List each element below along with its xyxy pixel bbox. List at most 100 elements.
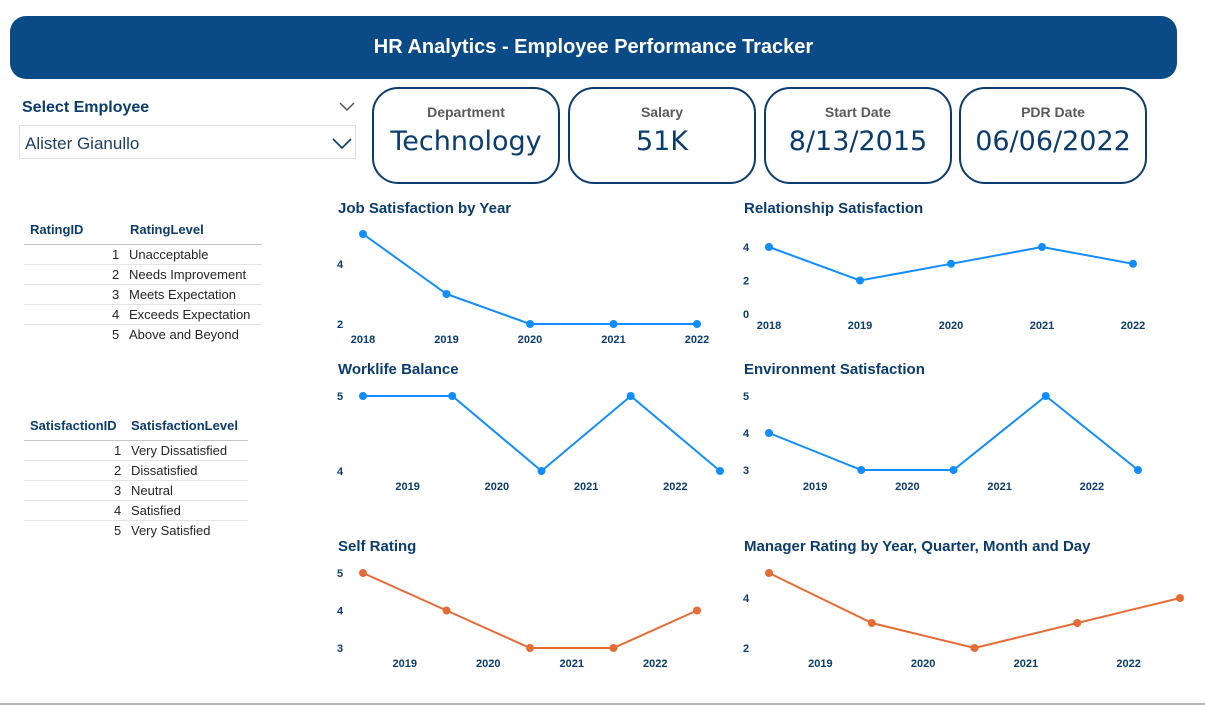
env-data-point [857,466,866,474]
rel-x-tick-label: 2018 [757,320,781,332]
self-data-point [526,644,534,652]
table-header: RatingID RatingLevel [24,222,262,245]
self-rating-chart-title: Self Rating [338,538,417,555]
self-y-tick-label: 4 [337,606,344,618]
self-data-point [359,569,367,577]
job-data-point [442,290,451,298]
satisfaction-table: SatisfactionID SatisfactionLevel 1 Very … [24,418,248,540]
mgr-data-point [970,644,979,652]
rating-level: Needs Improvement [129,267,247,282]
card-value: Technology [390,126,542,157]
job-y-tick-label: 2 [337,319,343,331]
card-label: PDR Date [1021,104,1085,120]
env-y-tick-label: 4 [743,428,750,440]
self-y-tick-label: 3 [337,643,343,655]
wlb-data-point [626,392,635,400]
satisfaction-level: Satisfied [131,503,181,518]
satisfaction-id: 5 [114,523,122,538]
satisfaction-id: 1 [114,443,122,458]
env-data-point [1041,392,1050,400]
self-series-line [362,572,698,649]
wlb-x-tick-label: 2022 [663,481,687,493]
rating-table: RatingID RatingLevel 1 Unacceptable 2 Ne… [24,222,262,344]
rating-id: 1 [112,247,120,262]
table-row[interactable]: 5 Above and Beyond [24,325,262,344]
wlb-series-line [363,394,721,473]
job-x-tick-label: 2019 [434,334,458,346]
job-data-point [359,230,367,238]
table-row[interactable]: 2 Dissatisfied [24,461,248,481]
page-title: HR Analytics - Employee Performance Trac… [373,36,814,58]
column-header: RatingID [30,222,84,237]
self-x-tick-label: 2021 [560,658,584,670]
rel-x-tick-label: 2021 [1030,320,1054,332]
table-row[interactable]: 1 Very Dissatisfied [24,441,248,461]
mgr-y-tick-label: 4 [743,593,750,605]
rel-y-tick-label: 2 [743,276,749,288]
wlb-data-point [537,467,546,475]
environment-satisfaction-chart-title: Environment Satisfaction [744,361,925,378]
table-row[interactable]: 4 Satisfied [24,501,248,521]
rel-data-point [856,276,864,285]
job-x-tick-label: 2021 [601,334,625,346]
manager-rating-chart-title: Manager Rating by Year, Quarter, Month a… [744,538,1091,555]
card-value: 51K [635,126,689,157]
rel-x-tick-label: 2020 [939,320,963,332]
start-date-card: Start Date 8/13/2015 [764,87,952,184]
wlb-data-point [448,392,457,400]
table-row[interactable]: 5 Very Satisfied [24,521,248,540]
self-data-point [609,644,618,652]
table-row[interactable]: 1 Unacceptable [24,245,262,265]
mgr-data-point [1176,594,1184,602]
card-value: 8/13/2015 [788,126,928,157]
bottom-divider [0,703,1205,705]
card-label: Start Date [824,104,892,120]
rating-level: Exceeds Expectation [129,307,251,322]
chevron-down-icon[interactable] [331,135,353,151]
table-header: SatisfactionID SatisfactionLevel [24,418,248,441]
wlb-y-tick-label: 4 [337,466,344,478]
mgr-data-point [1073,619,1082,627]
self-x-tick-label: 2022 [643,658,667,670]
env-x-tick-label: 2020 [895,481,919,493]
job-series-line [362,233,697,325]
rel-data-point [1129,259,1137,268]
mgr-y-tick-label: 2 [743,643,749,655]
header-banner: HR Analytics - Employee Performance Trac… [10,16,1177,79]
table-row[interactable]: 3 Neutral [24,481,248,501]
self-data-point [693,606,701,615]
wlb-x-tick-label: 2019 [395,481,419,493]
rel-x-tick-label: 2022 [1121,320,1145,332]
env-y-tick-label: 3 [743,465,749,477]
self-data-point [442,606,451,615]
card-label: Salary [640,104,684,120]
job-data-point [609,320,618,328]
chevron-down-icon[interactable] [338,99,356,113]
satisfaction-level: Dissatisfied [131,463,198,478]
rel-y-tick-label: 4 [743,242,750,254]
worklife-balance-chart-title: Worklife Balance [338,361,459,378]
job-x-tick-label: 2020 [518,334,542,346]
rel-data-point [765,243,773,251]
slicer-label: Select Employee [22,99,150,116]
satisfaction-level: Very Dissatisfied [131,443,228,458]
department-card: Department Technology [372,87,560,184]
mgr-data-point [867,619,876,627]
card-label: Department [427,104,505,120]
wlb-x-tick-label: 2020 [485,481,509,493]
table-row[interactable]: 4 Exceeds Expectation [24,305,262,325]
job-data-point [693,320,701,328]
rating-level: Meets Expectation [129,287,236,302]
self-x-tick-label: 2019 [393,658,417,670]
rel-data-point [947,259,955,268]
env-x-tick-label: 2021 [987,481,1011,493]
employee-dropdown[interactable]: Alister Gianullo [19,125,356,159]
satisfaction-id: 4 [114,503,122,518]
table-row[interactable]: 3 Meets Expectation [24,285,262,305]
table-row[interactable]: 2 Needs Improvement [24,265,262,285]
rating-level: Unacceptable [129,247,209,262]
column-header: SatisfactionLevel [131,418,238,433]
card-value: 06/06/2022 [975,126,1131,157]
wlb-data-point [359,392,367,400]
